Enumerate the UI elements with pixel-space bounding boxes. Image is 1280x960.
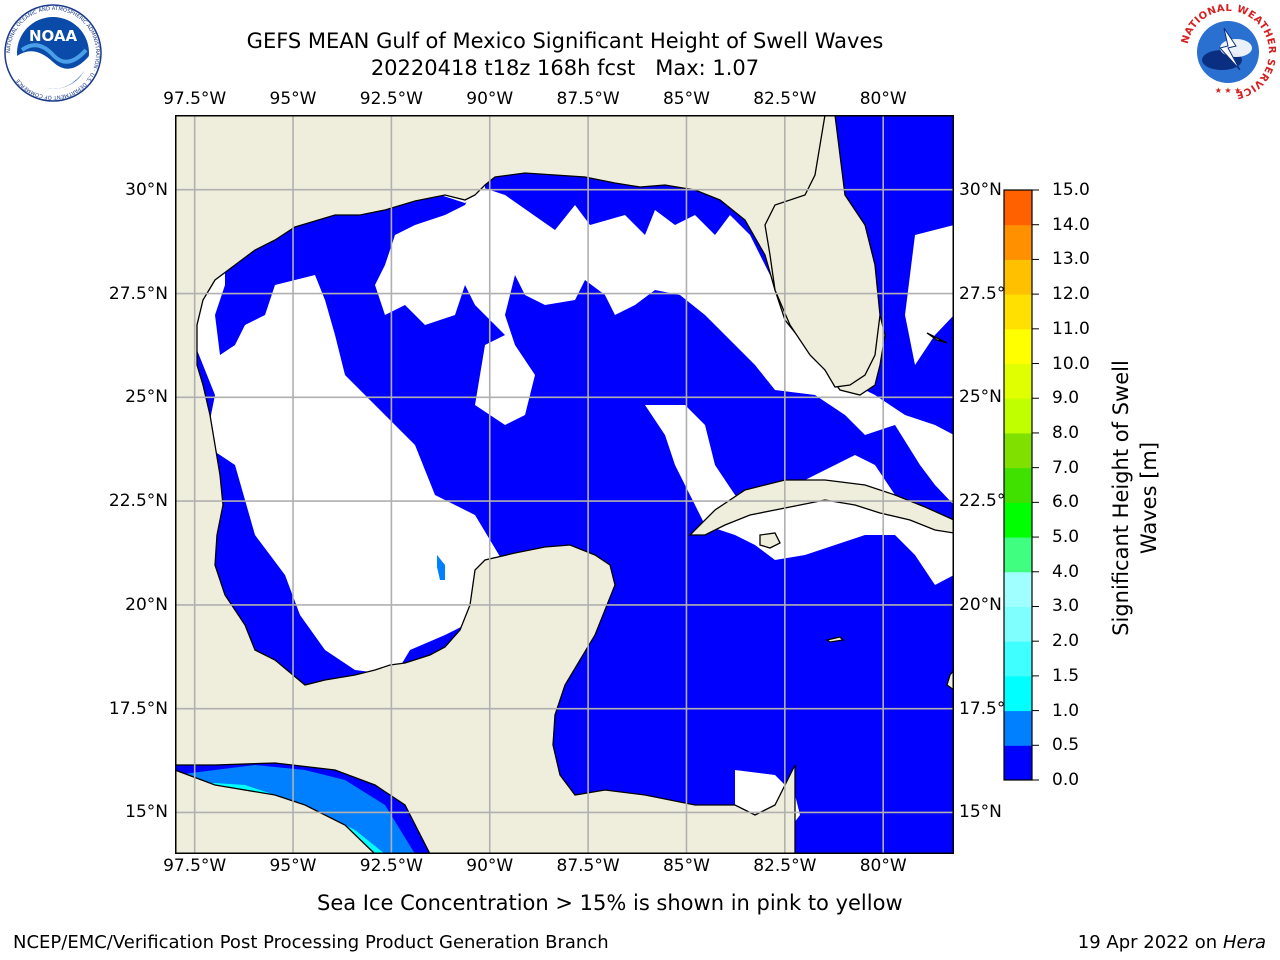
colorbar-segment-4 <box>1004 606 1032 642</box>
bottom-lon-tick-5: 85°W <box>662 856 710 876</box>
bottom-lon-tick-1: 95°W <box>269 856 317 876</box>
colorbar-tick-14: 12.0 <box>1052 284 1090 305</box>
left-lat-tick-3: 22.5°N <box>108 491 168 512</box>
chart-subtitle: 20220418 t18z 168h fcst Max: 1.07 <box>370 56 760 80</box>
footer-date: 19 Apr 2022 on Hera <box>1078 932 1266 953</box>
footer-machine: Hera <box>1222 932 1266 953</box>
right-lat-tick-5: 17.5°N <box>959 698 1019 719</box>
colorbar-label: Significant Height of Swell Waves [m] <box>1107 358 1163 638</box>
jamaica <box>825 636 845 643</box>
colorbar-tick-10: 8.0 <box>1052 422 1080 443</box>
colorbar-tick-12: 10.0 <box>1052 353 1090 374</box>
colorbar-tick-17: 15.0 <box>1052 180 1090 200</box>
colorbar-tick-16: 14.0 <box>1052 214 1090 235</box>
nws-logo: NATIONAL WEATHER SERVICE ★ ★ ★ <box>1180 4 1276 100</box>
left-lat-tick-5: 17.5°N <box>108 698 168 719</box>
colorbar-frame <box>1003 189 1033 781</box>
bottom-lon-tick-4: 87.5°W <box>556 856 620 876</box>
cuba <box>688 479 954 536</box>
colorbar-tick-1: 0.5 <box>1052 735 1080 756</box>
colorbar-segment-15 <box>1004 224 1032 260</box>
colorbar-segment-16 <box>1004 190 1032 226</box>
colorbar-segment-11 <box>1004 363 1032 399</box>
chart-title: GEFS MEAN Gulf of Mexico Significant Hei… <box>246 29 884 53</box>
colorbar-segment-9 <box>1004 432 1032 469</box>
colorbar-tick-2: 1.0 <box>1052 700 1080 721</box>
colorbar-tick-15: 13.0 <box>1052 249 1090 270</box>
colorbar-segment-7 <box>1004 502 1032 538</box>
bottom-lon-tick-6: 82.5°W <box>753 856 817 876</box>
colorbar-segment-14 <box>1004 259 1032 295</box>
colorbar-tick-8: 6.0 <box>1052 492 1080 513</box>
map-frame <box>175 115 954 854</box>
colorbar-segment-6 <box>1004 537 1032 573</box>
isla-juventud <box>759 532 781 549</box>
left-lat-tick-2: 25°N <box>125 387 168 408</box>
colorbar-label-line1: Significant Height of Swell <box>1109 360 1133 636</box>
left-lat-tick-6: 15°N <box>125 802 168 823</box>
colorbar-tick-3: 1.5 <box>1052 665 1080 686</box>
right-lat-tick-4: 20°N <box>959 594 1002 615</box>
colorbar-label-line2: Waves [m] <box>1137 441 1161 555</box>
colorbar-segment-12 <box>1004 328 1032 365</box>
footer-date-text: 19 Apr 2022 on <box>1077 932 1223 953</box>
colorbar-tick-13: 11.0 <box>1052 318 1090 339</box>
noaa-logo-text: NOAA <box>29 27 78 45</box>
bottom-lon-tick-0: 97.5°W <box>163 856 227 876</box>
top-lon-tick-1: 95°W <box>269 89 317 109</box>
left-lat-tick-4: 20°N <box>125 594 168 615</box>
map-gridlines <box>175 115 954 854</box>
bottom-lon-tick-7: 80°W <box>859 856 907 876</box>
colorbar-tick-0: 0.0 <box>1052 770 1080 790</box>
colorbar <box>1003 189 1039 781</box>
bottom-lon-tick-3: 90°W <box>466 856 514 876</box>
colorbar-tick-11: 9.0 <box>1052 388 1080 409</box>
top-lon-tick-7: 80°W <box>859 89 907 109</box>
colorbar-tick-9: 7.0 <box>1052 457 1080 478</box>
colorbar-segment-8 <box>1004 467 1032 503</box>
colorbar-segment-1 <box>1004 710 1032 746</box>
colorbar-segment-2 <box>1004 675 1032 712</box>
colorbar-tick-5: 3.0 <box>1052 596 1080 617</box>
noaa-logo: NATIONAL OCEANIC AND ATMOSPHERIC ADMINIS… <box>4 4 102 102</box>
right-lat-tick-0: 30°N <box>959 179 1002 200</box>
colorbar-tick-4: 2.0 <box>1052 631 1080 652</box>
colorbar-segment-3 <box>1004 641 1032 677</box>
right-lat-tick-2: 25°N <box>959 387 1002 408</box>
top-lon-tick-3: 90°W <box>466 89 514 109</box>
top-lon-tick-0: 97.5°W <box>163 89 227 109</box>
colorbar-segment-10 <box>1004 398 1032 434</box>
top-lon-tick-6: 82.5°W <box>753 89 817 109</box>
top-lon-tick-5: 85°W <box>662 89 710 109</box>
top-lon-tick-2: 92.5°W <box>359 89 423 109</box>
sea-ice-note: Sea Ice Concentration > 15% is shown in … <box>317 891 903 915</box>
right-lat-tick-1: 27.5°N <box>959 283 1019 304</box>
top-lon-tick-4: 87.5°W <box>556 89 620 109</box>
footer-credit: NCEP/EMC/Verification Post Processing Pr… <box>13 932 609 953</box>
colorbar-tick-6: 4.0 <box>1052 561 1080 582</box>
left-lat-tick-1: 27.5°N <box>108 283 168 304</box>
gulf-of-mexico-map <box>175 115 954 854</box>
right-lat-tick-6: 15°N <box>959 802 1002 823</box>
colorbar-segment-5 <box>1004 571 1032 607</box>
left-lat-tick-0: 30°N <box>125 179 168 200</box>
colorbar-segment-0 <box>1004 745 1032 781</box>
colorbar-segment-13 <box>1004 294 1032 330</box>
florida <box>764 115 881 388</box>
land-areas <box>175 115 954 854</box>
colorbar-tick-7: 5.0 <box>1052 527 1080 548</box>
bottom-lon-tick-2: 92.5°W <box>359 856 423 876</box>
svg-text:★ ★ ★: ★ ★ ★ <box>1215 86 1242 95</box>
right-lat-tick-3: 22.5°N <box>959 491 1019 512</box>
